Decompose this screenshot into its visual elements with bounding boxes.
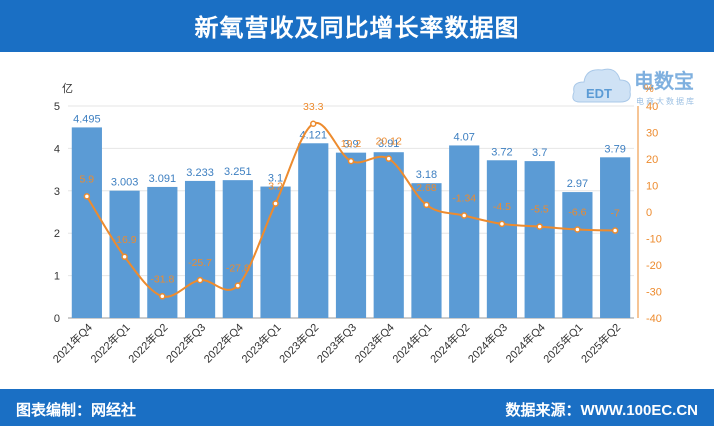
growth-point: [385, 155, 392, 162]
growth-point: [611, 227, 619, 234]
right-tick-label: 40: [646, 101, 658, 113]
bar: [373, 152, 404, 318]
bar: [260, 186, 291, 318]
x-tick-label: 2024年Q4: [502, 320, 547, 365]
footer-compiler: 图表编制：网经社: [16, 402, 137, 419]
right-tick-label: -30: [646, 287, 662, 299]
right-tick-label: -20: [646, 260, 662, 272]
x-tick-label: 2024年Q2: [427, 320, 472, 365]
growth-value-label: 2.68: [416, 182, 437, 194]
bar: [600, 157, 631, 318]
logo-subtext: 电商大数据库: [636, 96, 696, 106]
x-tick-label: 2023年Q3: [314, 320, 359, 365]
x-tick-label: 2022年Q4: [201, 320, 246, 365]
x-tick-label: 2023年Q1: [238, 320, 283, 365]
left-tick-label: 5: [54, 101, 60, 113]
bar: [298, 143, 329, 318]
x-tick-label: 2023年Q2: [276, 320, 321, 365]
growth-point: [536, 223, 543, 230]
bar-value-label: 3.003: [111, 177, 139, 189]
growth-point: [310, 120, 317, 128]
brand-logo: EDT 电数宝 电商大数据库: [572, 68, 696, 106]
growth-value-label: -27.8: [226, 263, 250, 275]
revenue-growth-chart: 0 1 2 3 4 5 -40 -30 -20 -10 0 10 20 30 40 亿 % 4.495 3.003 3…: [50, 82, 662, 366]
bar: [524, 161, 555, 318]
growth-value-label: -31.8: [150, 273, 174, 285]
bar: [486, 160, 518, 318]
growth-value-label: -1.34: [452, 193, 476, 205]
bar-value-label: 4.495: [73, 113, 101, 125]
logo-text: 电数宝: [634, 69, 694, 93]
bar-value-label: 3.79: [604, 143, 625, 155]
bar-value-label: 3.9: [343, 139, 358, 151]
growth-point: [498, 220, 506, 228]
growth-value-label: -16.9: [113, 234, 137, 246]
growth-value-label: -5.5: [531, 204, 549, 216]
x-tick-label: 2023年Q4: [351, 320, 396, 365]
bar-value-label: 3.1: [268, 173, 283, 185]
logo-badge: EDT: [586, 86, 612, 101]
bar-value-label: 2.97: [567, 178, 588, 190]
right-tick-label: 10: [646, 181, 658, 193]
chart-header: 新氧营收及同比增长率数据图: [0, 0, 714, 52]
growth-value-label: 20.12: [376, 136, 402, 148]
growth-value-label: 3.2: [268, 181, 283, 193]
x-tick-label: 2025年Q2: [578, 320, 623, 365]
bar-value-label: 4.07: [453, 131, 474, 143]
bar-value-label: 3.233: [186, 167, 214, 179]
growth-point: [121, 253, 128, 261]
growth-point: [460, 212, 468, 219]
bar: [71, 127, 102, 318]
growth-point: [159, 293, 166, 300]
bar: [335, 152, 367, 318]
right-tick-label: 20: [646, 154, 658, 166]
bar: [449, 145, 480, 318]
growth-point: [234, 282, 242, 289]
chart-title: 新氧营收及同比增长率数据图: [194, 15, 520, 42]
x-tick-label: 2022年Q3: [163, 320, 208, 365]
footer-source: 数据来源：WWW.100EC.CN: [505, 402, 698, 419]
x-tick-label: 2022年Q2: [125, 320, 170, 365]
bar-value-label: 3.91: [378, 138, 399, 150]
bar-value-label: 3.18: [416, 169, 437, 181]
bar: [222, 180, 253, 318]
growth-value-label: -6.6: [568, 206, 586, 218]
left-tick-label: 1: [54, 271, 60, 283]
chart-footer: 图表编制：网经社 数据来源：WWW.100EC.CN: [0, 389, 714, 426]
bar: [562, 192, 593, 318]
bar-value-label: 3.251: [224, 166, 252, 178]
bar-value-label: 3.091: [149, 173, 177, 185]
growth-value-label: -25.7: [188, 257, 212, 269]
growth-value-label: 33.3: [303, 101, 324, 113]
growth-point: [196, 276, 204, 284]
growth-value-label: 19.2: [341, 138, 362, 150]
bar: [184, 180, 216, 318]
left-axis-unit: 亿: [62, 82, 73, 95]
growth-value-label: -4.5: [493, 201, 511, 213]
growth-point: [347, 157, 355, 165]
right-axis-unit: %: [644, 83, 654, 95]
growth-point: [574, 226, 581, 233]
x-tick-label: 2025年Q1: [540, 320, 585, 365]
growth-value-label: -7: [610, 208, 619, 220]
right-tick-label: 0: [646, 207, 652, 219]
left-tick-label: 0: [54, 313, 60, 325]
x-tick-label: 2024年Q3: [465, 320, 510, 365]
bar-value-label: 3.72: [491, 146, 512, 158]
growth-value-label: 5.9: [80, 173, 95, 185]
right-tick-label: -40: [646, 313, 662, 325]
left-tick-label: 4: [54, 143, 60, 155]
x-tick-label: 2022年Q1: [87, 320, 132, 365]
right-tick-label: -10: [646, 234, 662, 246]
growth-line: [86, 121, 616, 298]
right-tick-label: 30: [646, 128, 658, 140]
bar-value-label: 3.7: [532, 147, 547, 159]
growth-point: [272, 200, 279, 207]
growth-point: [83, 193, 91, 200]
left-tick-label: 3: [54, 186, 60, 198]
growth-point: [423, 201, 430, 209]
x-tick-label: 2024年Q1: [389, 320, 434, 365]
left-tick-label: 2: [54, 228, 60, 240]
x-tick-label: 2021年Q4: [50, 320, 95, 365]
